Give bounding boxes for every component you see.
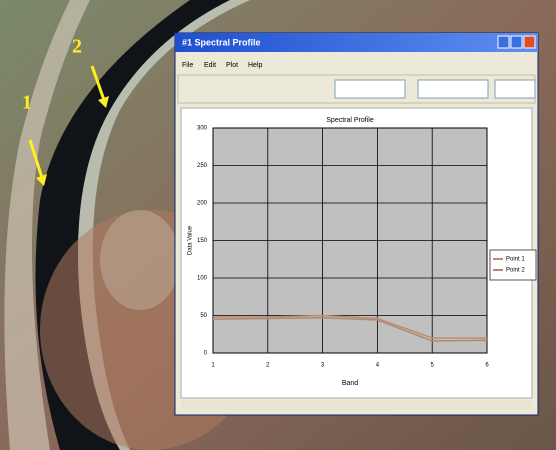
window-title: #1 Spectral Profile [182,37,261,47]
y-tick-label: 50 [200,313,207,319]
screenshot: 1 2 #1 Spectral Profile File Edit Plot Help… [0,0,556,450]
maximize-button[interactable] [511,36,522,48]
field [100,210,180,310]
close-button[interactable] [524,36,535,48]
input-field[interactable] [418,80,488,98]
annotation: 1 [22,92,32,114]
x-axis-label: Band [342,380,358,387]
annotation: 2 [72,36,82,58]
y-tick-label: 200 [197,201,208,207]
scene: 1 2 #1 Spectral Profile File Edit Plot Help… [0,0,556,450]
legend-label: Point 1 [506,257,525,263]
menu-item[interactable]: Help [248,62,263,69]
y-tick-label: 300 [197,126,208,132]
menu-item[interactable]: Edit [204,62,216,69]
legend-label: Point 2 [506,268,525,274]
dropdown[interactable] [495,80,535,98]
chart-title: Spectral Profile [326,117,374,124]
y-tick-label: 100 [197,276,208,282]
y-tick-label: 150 [197,238,208,244]
y-axis-label: Data Value [188,225,194,255]
menu-item[interactable]: Plot [226,62,238,69]
legend [490,250,536,280]
status-bar [181,400,532,410]
y-tick-label: 250 [197,163,208,169]
minimize-button[interactable] [498,36,509,48]
input-field[interactable] [335,80,405,98]
menu-item[interactable]: File [182,62,193,69]
